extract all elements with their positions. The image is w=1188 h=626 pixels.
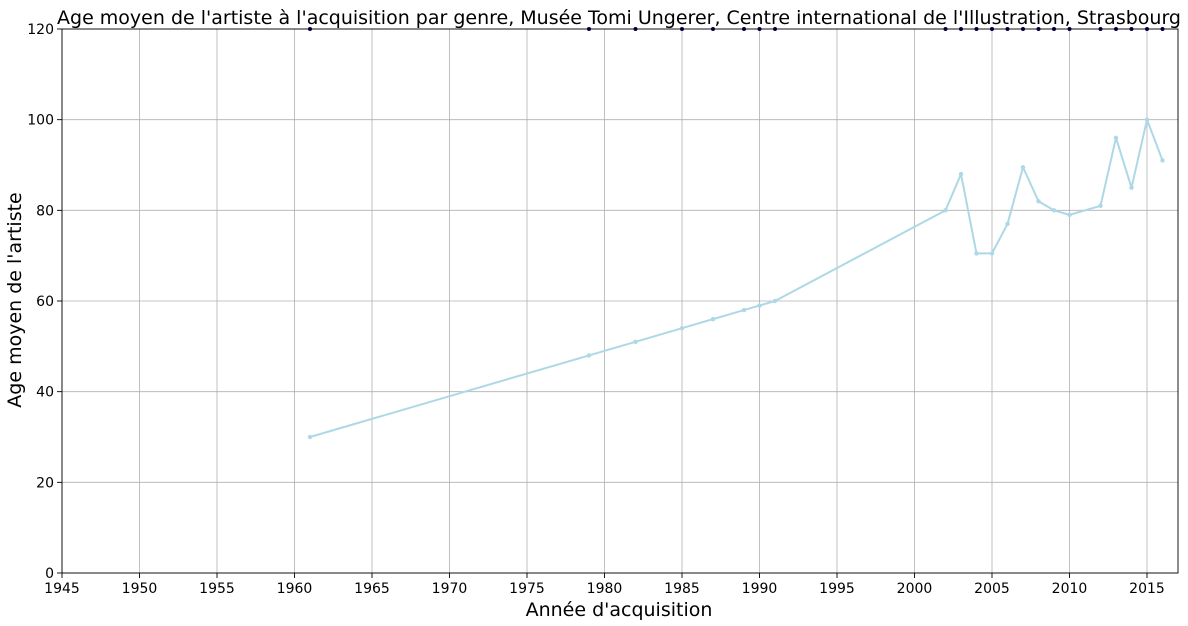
ticks: 1945 1950 1955 1960 1965 1970 1975 1980 1985 1990… (27, 22, 1165, 597)
y-tick-label: 60 (36, 294, 54, 310)
data-point (974, 251, 979, 256)
x-tick-label: 1945 (44, 581, 80, 597)
y-axis-label: Age moyen de l'artiste (4, 192, 26, 407)
data-point (633, 339, 638, 344)
data-point (757, 303, 762, 308)
data-point (1160, 158, 1165, 163)
grid (61, 28, 1178, 574)
data-point (943, 208, 948, 213)
data-point (772, 298, 778, 304)
data-point (1129, 185, 1134, 190)
x-tick-label: 1985 (664, 581, 700, 597)
y-tick-label: 120 (27, 22, 54, 38)
y-tick-label: 100 (27, 113, 54, 129)
x-tick-label: 2005 (974, 581, 1010, 597)
x-axis-label: Année d'acquisition (526, 599, 713, 621)
data-point (741, 307, 747, 313)
data-point (1005, 221, 1010, 227)
data-point (1020, 165, 1026, 170)
x-tick-label: 1975 (509, 581, 545, 597)
data-point (1067, 212, 1072, 218)
chart-title: Age moyen de l'artiste à l'acquisition p… (57, 7, 1181, 29)
data-point (679, 326, 685, 331)
data-point (307, 434, 313, 440)
x-tick-label: 1995 (819, 581, 855, 597)
y-tick-label: 0 (45, 566, 54, 582)
x-tick-label: 1965 (354, 581, 390, 597)
y-tick-label: 40 (36, 385, 54, 401)
data-point (710, 316, 716, 322)
x-tick-label: 2000 (897, 581, 933, 597)
data-point (1144, 117, 1150, 122)
x-tick-label: 1955 (199, 581, 235, 597)
series-line (309, 118, 1164, 438)
data-point (586, 353, 592, 358)
x-tick-label: 2015 (1129, 581, 1165, 597)
plot-area (307, 27, 1165, 440)
data-point (1113, 135, 1119, 140)
data-point (1051, 208, 1057, 213)
x-tick-label: 1970 (432, 581, 468, 597)
y-tick-label: 80 (36, 203, 54, 219)
x-tick-label: 1960 (277, 581, 313, 597)
data-point (1098, 203, 1103, 208)
x-tick-label: 1980 (587, 581, 623, 597)
data-point (989, 251, 995, 256)
x-tick-label: 2010 (1052, 581, 1088, 597)
x-tick-label: 1990 (742, 581, 778, 597)
data-point (1036, 199, 1041, 204)
y-tick-label: 20 (36, 475, 54, 491)
data-point (958, 171, 964, 177)
x-tick-label: 1950 (122, 581, 158, 597)
